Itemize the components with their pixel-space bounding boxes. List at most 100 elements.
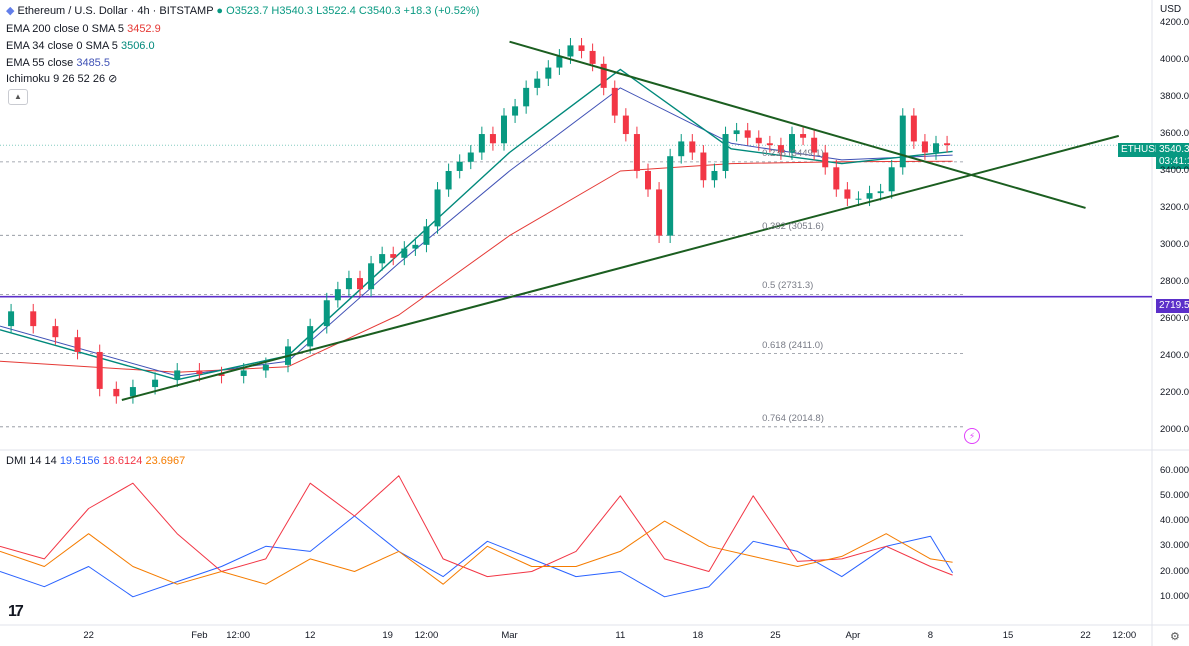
y-tick-label: 3400.0 [1160,164,1189,176]
candle-body [800,134,807,138]
ethereum-icon: ◆ [6,5,15,17]
candle-body [711,170,718,181]
dmi-legend[interactable]: DMI 14 14 19.5156 18.6124 23.6967 [6,454,185,468]
candle-body [512,106,519,116]
candle-body [401,248,408,258]
candle-body [390,254,397,258]
candle-body [8,311,15,327]
candle-body [74,337,81,352]
trendline [509,40,1086,209]
candle-body [811,137,818,153]
candle-body [523,87,530,107]
x-tick-label: 12 [304,630,316,641]
candle-body [556,56,563,68]
settings-gear-icon[interactable]: ⚙ [1170,631,1180,643]
dmi-minus-di-line [0,475,953,578]
dmi-y-tick-label: 30.0000 [1160,540,1189,552]
indicator-ema34[interactable]: EMA 34 close 0 SMA 5 3506.0 [6,39,155,53]
ohlc-high: H3540.3 [271,5,313,17]
indicator-label: EMA 55 close [6,57,74,69]
y-tick-label: 3200.0 [1160,201,1189,213]
alert-bolt-icon[interactable]: ⚡ [964,428,980,444]
candle-body [113,388,120,397]
fib-level-label: 0.236 (3449.1) [762,147,824,159]
candle-body [174,370,181,380]
dmi-y-tick-label: 40.0000 [1160,515,1189,527]
dmi-y-tick-label: 50.0000 [1160,489,1189,501]
fib-level-label: 0.5 (2731.3) [762,280,814,292]
candle-body [478,134,485,153]
candle-body [866,193,873,199]
indicator-label: EMA 200 close 0 SMA 5 [6,23,125,35]
y-tick-label: 3000.0 [1160,238,1189,250]
x-tick-label: 11 [615,630,626,641]
dmi-plus-di-line [0,515,954,598]
indicator-label: EMA 34 close 0 SMA 5 [6,40,118,52]
candle-body [700,152,707,181]
candle-body [944,143,951,146]
candle-body [921,141,928,153]
x-tick-label: 22 [1080,630,1091,641]
dmi-label: DMI 14 14 [6,455,57,467]
candle-body [52,326,59,338]
candle-body [357,278,363,290]
x-tick-label: 12:00 [226,630,251,641]
indicator-ichimoku[interactable]: Ichimoku 9 26 52 26 ⊘ [6,72,117,86]
candle-body [656,189,663,236]
x-tick-label: Apr [845,630,861,641]
ohlc-low: L3522.4 [316,5,356,17]
fib-level-label: 0.764 (2014.8) [762,412,824,424]
candle-body [899,115,906,168]
candle-body [855,198,862,200]
candle-body [467,152,474,162]
level-line-tag: 2719.5 [1156,299,1189,313]
candle-body [877,191,884,194]
y-tick-label: 2400.0 [1160,349,1189,361]
candle-body [368,263,375,290]
indicator-value: 3452.9 [127,23,161,35]
candle-body [196,370,203,375]
candle-body [534,78,541,88]
y-tick-label: 4000.0 [1160,54,1189,66]
candle-body [844,189,851,199]
y-tick-label: 4200.0 [1160,17,1189,29]
market-status-icon: ● [216,5,224,17]
tradingview-logo-icon: 17 [8,603,24,620]
candle-body [589,50,596,64]
x-tick-label: 19 [382,630,393,641]
candle-body [744,130,751,138]
candle-body [345,278,352,290]
candle-body [667,156,674,236]
fib-level-label: 0.382 (3051.6) [762,221,824,233]
candle-body [689,141,696,153]
candle-body [412,244,419,249]
dmi-y-tick-label: 20.0000 [1160,565,1189,577]
candle-body [445,170,452,190]
y-tick-label: 3800.0 [1160,91,1189,103]
indicator-ema200[interactable]: EMA 200 close 0 SMA 5 3452.9 [6,22,161,36]
candle-body [888,167,895,192]
x-tick-label: 18 [692,630,704,641]
candle-body [567,45,574,57]
candle-body [218,374,225,376]
y-tick-label: 2600.0 [1160,312,1189,324]
candle-body [755,137,762,144]
symbol-legend[interactable]: ◆ Ethereum / U.S. Dollar · 4h · BITSTAMP… [6,4,479,18]
candle-body [789,134,795,153]
ema34-line [0,68,953,381]
candle-body [545,67,552,79]
x-tick-label: 22 [83,630,94,641]
x-tick-label: 8 [927,630,934,641]
collapse-legend-button[interactable]: ▲ [8,89,28,105]
countdown-tag: 03:41:16 [1156,155,1189,169]
indicator-label: Ichimoku 9 26 52 26 [6,73,106,85]
last-price-tag: 3540.3 [1156,143,1189,157]
candle-body [456,161,463,171]
dmi-plus-value: 19.5156 [59,455,100,467]
indicator-ema55[interactable]: EMA 55 close 3485.5 [6,56,110,70]
candle-body [645,170,651,190]
eye-off-icon[interactable]: ⊘ [108,73,118,85]
x-tick-label: 12:00 [1112,630,1137,641]
ohlc-change: +18.3 (+0.52%) [403,5,480,17]
